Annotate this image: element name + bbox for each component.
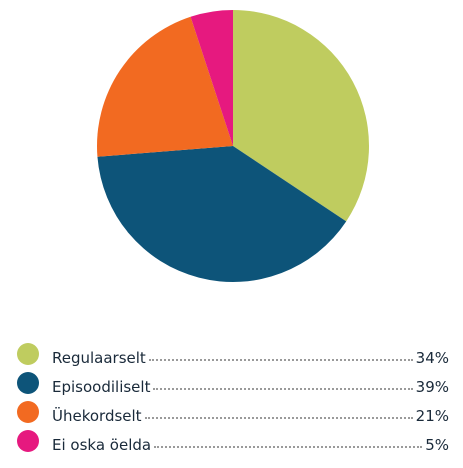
legend-label: Episoodiliselt [52,378,151,396]
value-label: 21% [415,407,449,425]
legend-swatch [17,343,39,365]
legend-item: Ühekordselt 21% [17,396,449,425]
legend: Regulaarselt 34% Episoodiliselt 39% Ühekords… [17,338,449,454]
dotted-leader [153,388,413,390]
pie-slice [97,16,233,157]
value-label: 34% [415,349,449,367]
dotted-leader [148,359,413,361]
pie-slice [97,146,347,282]
legend-swatch [17,401,39,423]
dotted-leader [154,446,423,448]
pie-slice [190,10,233,146]
dotted-leader [144,417,413,419]
legend-label: Ühekordselt [52,407,142,425]
value-label: 5% [425,436,449,454]
pie-chart [97,10,369,282]
legend-swatch [17,430,39,452]
legend-item: Regulaarselt 34% [17,338,449,367]
legend-label: Regulaarselt [52,349,146,367]
legend-item: Ei oska öelda 5% [17,425,449,454]
legend-item: Episoodiliselt 39% [17,367,449,396]
legend-swatch [17,372,39,394]
value-label: 39% [415,378,449,396]
pie-slice [233,10,369,222]
legend-label: Ei oska öelda [52,436,152,454]
